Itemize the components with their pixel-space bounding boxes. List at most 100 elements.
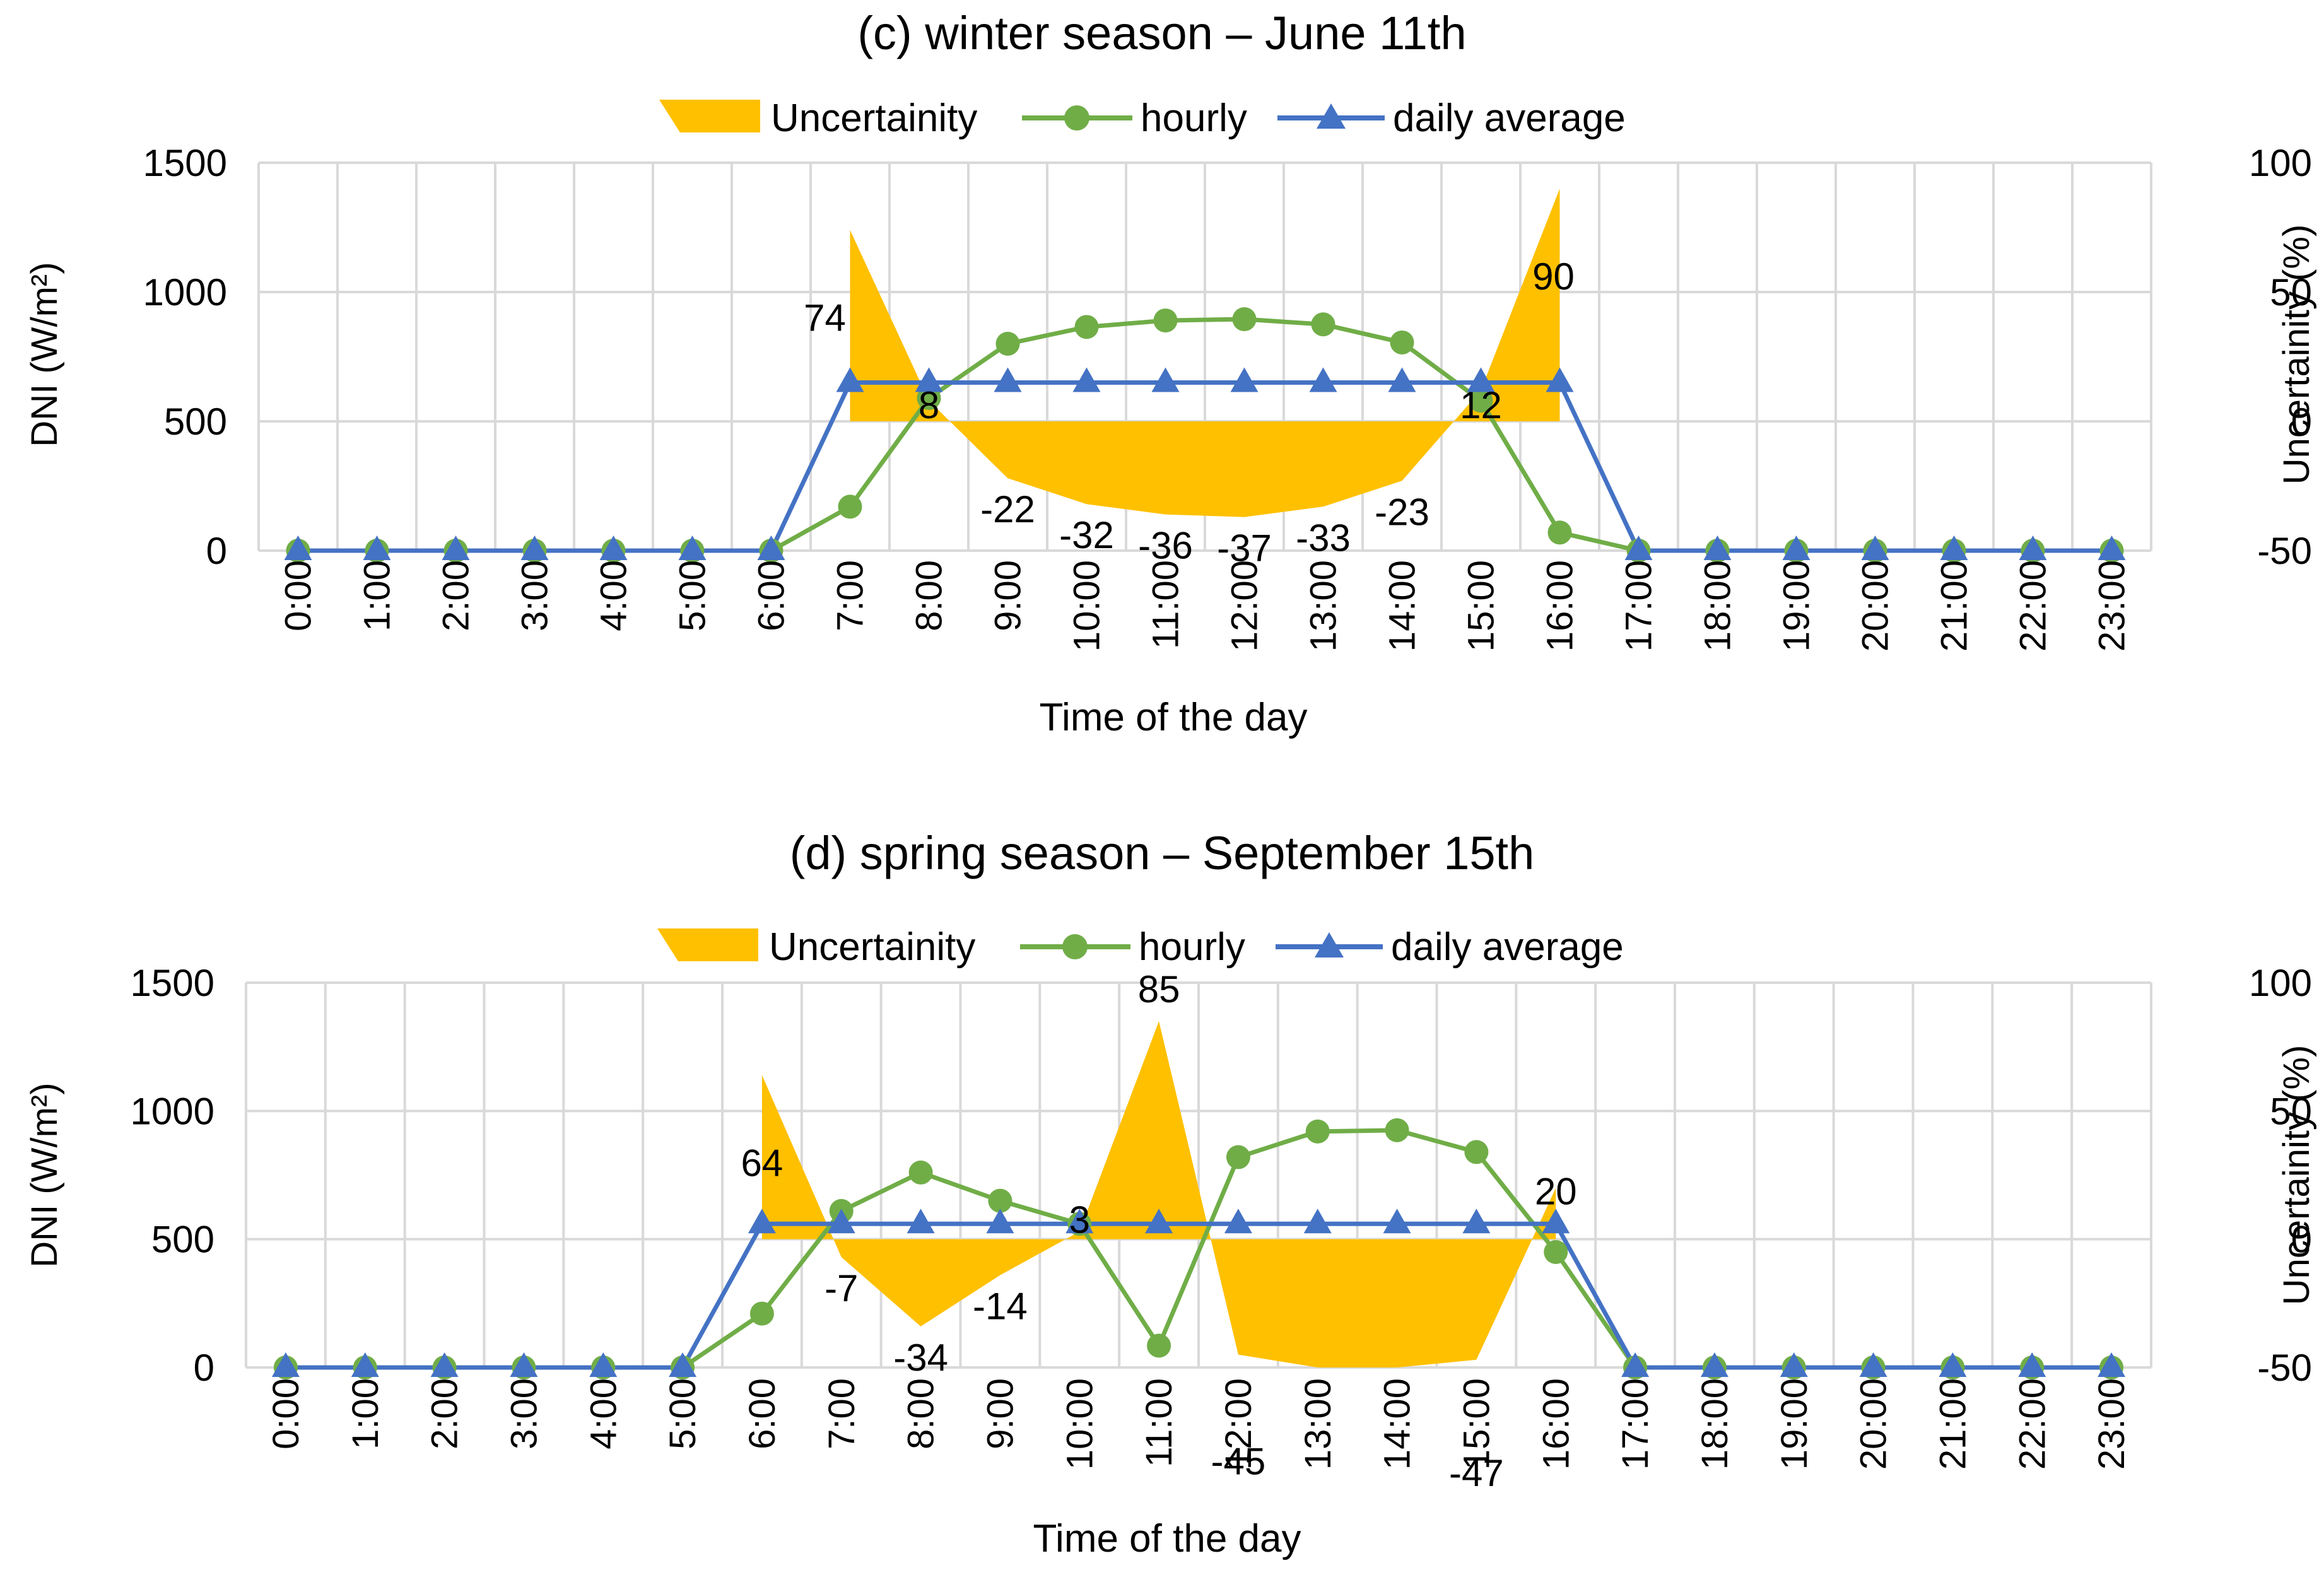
chart-c-markers [284, 307, 2126, 563]
x-tick-label: 2:00 [425, 1378, 466, 1449]
x-tick-label: 12:00 [1224, 560, 1265, 652]
uncertainty-data-label: -34 [893, 1337, 948, 1379]
chart-d-legend-hourly-marker [1062, 934, 1088, 959]
x-tick-label: 1:00 [357, 560, 398, 631]
daily-average-point [1383, 1209, 1411, 1234]
daily-average-point [1780, 1352, 1808, 1377]
chart-c-ylabel: DNI (W/m²) [24, 262, 65, 447]
daily-average-point [678, 536, 707, 560]
uncertainty-data-label: -37 [1217, 527, 1272, 570]
daily-average-point [1065, 1209, 1094, 1234]
x-tick-label: 9:00 [980, 1378, 1021, 1449]
uncertainty-data-label: 64 [741, 1142, 783, 1184]
hourly-point [838, 495, 862, 519]
x-tick-label: 6:00 [751, 560, 792, 631]
uncertainty-data-label: 20 [1535, 1171, 1577, 1213]
x-tick-label: 5:00 [672, 560, 713, 631]
x-tick-label: 20:00 [1853, 1378, 1894, 1470]
hourly-point [749, 1301, 774, 1326]
chart-d-y2label: Uncertainity (%) [2276, 1045, 2317, 1306]
x-tick-label: 19:00 [1776, 560, 1817, 652]
daily-average-point [1230, 367, 1259, 392]
daily-average-point [351, 1352, 379, 1377]
chart-c-uncertainty-area [850, 189, 1560, 517]
x-tick-label: 22:00 [2012, 1378, 2053, 1470]
daily-average-point [986, 1209, 1014, 1234]
hourly-point [1074, 315, 1099, 339]
y-tick-label: 0 [194, 1347, 214, 1389]
daily-average-point [1782, 536, 1810, 560]
chart-d-legend: Uncertainity hourly daily average [657, 925, 1624, 969]
chart-c: (c) winter season – June 11th Uncertaini… [24, 7, 2317, 739]
x-tick-label: 12:00 [1218, 1378, 1259, 1470]
x-tick-label: 1:00 [345, 1378, 386, 1449]
chart-d-y-ticks: 0 500 1000 1500 [131, 962, 214, 1389]
hourly-point [1153, 308, 1178, 333]
hourly-point [1305, 1119, 1330, 1144]
daily-average-point [1388, 367, 1416, 392]
uncertainty-data-label: 74 [804, 297, 846, 339]
x-tick-label: 15:00 [1456, 1378, 1497, 1470]
chart-c-legend-hourly-marker [1064, 105, 1089, 131]
chart-c-legend-daily-marker [1317, 103, 1346, 129]
x-tick-label: 8:00 [909, 560, 950, 631]
uncertainty-data-label: -47 [1449, 1452, 1504, 1494]
y2-tick-label: 100 [2249, 962, 2312, 1004]
daily-average-point [1542, 1209, 1570, 1234]
y2-tick-label: 50 [2270, 1090, 2312, 1132]
x-tick-label: 11:00 [1139, 1378, 1180, 1467]
x-tick-label: 20:00 [1855, 560, 1896, 652]
y-tick-label: 1500 [143, 142, 227, 184]
daily-average-point [1151, 367, 1180, 392]
hourly-point [917, 386, 941, 411]
chart-d: (d) spring season – September 15th Uncer… [24, 827, 2317, 1560]
daily-average-point [599, 536, 628, 560]
daily-average-point [1072, 367, 1101, 392]
x-tick-label: 5:00 [662, 1378, 703, 1449]
x-tick-label: 14:00 [1382, 560, 1423, 652]
daily-average-point [363, 536, 391, 560]
y2-tick-label: -50 [2257, 530, 2312, 572]
daily-average-point [1546, 367, 1574, 392]
y-tick-label: 1500 [131, 962, 214, 1004]
daily-average-point [271, 1352, 300, 1377]
daily-average-point [1462, 1209, 1491, 1234]
daily-average-point [520, 536, 549, 560]
daily-average-point [1700, 1352, 1728, 1377]
y-tick-label: 500 [151, 1219, 214, 1261]
daily-average-point [994, 367, 1022, 392]
chart-c-data-labels: 74 8 -22 -32 -36 -37 -33 -23 12 90 [804, 255, 1575, 570]
daily-average-point [2098, 536, 2126, 560]
x-tick-label: 18:00 [1694, 1378, 1735, 1470]
x-tick-label: 0:00 [278, 560, 319, 631]
uncertainty-data-label: 85 [1138, 968, 1180, 1010]
hourly-point [1544, 1240, 1568, 1264]
hourly-point [1385, 1118, 1409, 1142]
y2-tick-label: -50 [2257, 1347, 2312, 1389]
daily-average-point [2018, 1352, 2046, 1377]
daily-average-point [748, 1209, 776, 1234]
x-tick-label: 6:00 [742, 1378, 783, 1449]
y2-tick-label: 0 [2291, 1219, 2312, 1261]
chart-c-xlabel: Time of the day [1039, 696, 1307, 739]
x-tick-label: 7:00 [821, 1378, 862, 1449]
x-tick-label: 21:00 [1932, 1378, 1973, 1470]
hourly-point [908, 1160, 933, 1185]
hourly-point [1547, 520, 1572, 545]
hourly-point [1469, 389, 1493, 413]
chart-c-y2label: Uncertainity (%) [2276, 225, 2317, 485]
x-tick-label: 23:00 [2091, 1378, 2132, 1470]
hourly-point [1226, 1145, 1250, 1169]
x-tick-label: 9:00 [988, 560, 1029, 631]
chart-d-legend-uncertainty-swatch [657, 928, 758, 961]
x-tick-label: 18:00 [1698, 560, 1739, 652]
uncertainty-data-label: 8 [918, 384, 939, 426]
chart-c-title: (c) winter season – June 11th [857, 7, 1466, 59]
chart-d-legend-hourly-label: hourly [1139, 925, 1245, 969]
daily-average-point [1467, 367, 1495, 392]
x-tick-label: 4:00 [583, 1378, 624, 1449]
x-tick-label: 21:00 [1934, 560, 1975, 652]
uncertainty-data-label: -33 [1296, 517, 1351, 559]
daily-average-point [669, 1352, 697, 1377]
